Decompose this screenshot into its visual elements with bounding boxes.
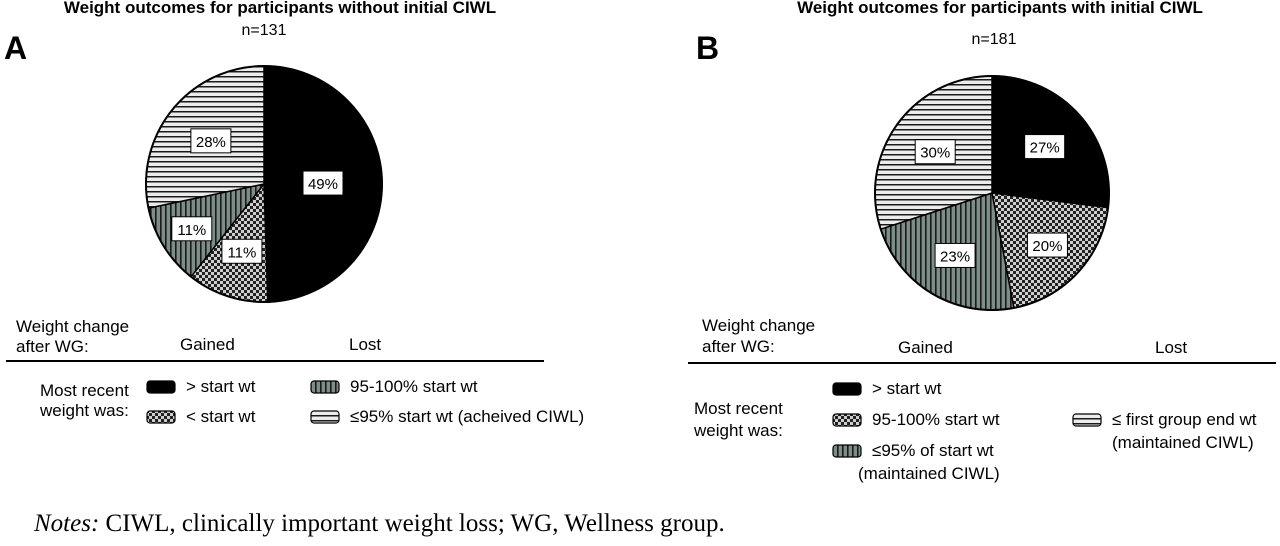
pb-data-label-text: 20% bbox=[1032, 238, 1062, 255]
pb-data-label-box bbox=[1026, 232, 1068, 258]
panel-b-title: Weight outcomes for participants with in… bbox=[797, 0, 1203, 17]
panel-a-weight-change-line2: after WG: bbox=[16, 337, 89, 356]
panel-a-legend-label-above-start: > start wt bbox=[186, 377, 256, 396]
pa-data-label: 11% bbox=[171, 216, 213, 242]
panel-b-legend-label-maintained-line2: (maintained CIWL) bbox=[858, 464, 1000, 483]
panel-b-legend-swatch-maintained bbox=[832, 444, 862, 458]
panel-b-weight-change-line1: Weight change bbox=[702, 316, 816, 335]
pa-data-label-box bbox=[302, 170, 344, 196]
pa-data-label-text: 11% bbox=[177, 222, 206, 239]
panel-a-recent-line1: Most recent bbox=[40, 381, 129, 400]
pa-data-label: 28% bbox=[190, 128, 232, 154]
notes-text: CIWL, clinically important weight loss; … bbox=[99, 510, 725, 537]
panel-b-legend-label-maintained-line1: ≤95% of start wt bbox=[872, 441, 994, 460]
legend-swatch-fill bbox=[310, 410, 340, 424]
panel-b-gained-label: Gained bbox=[898, 338, 953, 357]
pb-data-label-text: 30% bbox=[920, 145, 950, 162]
pb-data-label-text: 27% bbox=[1030, 140, 1060, 157]
pa-data-label: 11% bbox=[221, 238, 263, 264]
legend-swatch-fill bbox=[310, 380, 340, 394]
panel-a-legend-swatch-below-start bbox=[146, 410, 176, 424]
panel-a-divider bbox=[6, 360, 544, 362]
panel-b-legend-label-above-start: > start wt bbox=[872, 379, 942, 398]
panel-b-pie: 27% 20% 23% 30% bbox=[874, 75, 1110, 311]
panel-b-letter: B bbox=[696, 30, 720, 66]
pa-data-label-text: 49% bbox=[308, 176, 338, 193]
pb-data-label: 23% bbox=[934, 242, 976, 268]
panel-a-legend-swatch-ciwl bbox=[310, 410, 340, 424]
pb-data-label-text: 23% bbox=[940, 248, 970, 265]
panel-a-gained-label: Gained bbox=[180, 335, 235, 354]
panel-a-legend-swatch-95-100 bbox=[310, 380, 340, 394]
panel-a-legend-swatch-above-start bbox=[146, 380, 176, 394]
pa-data-label-text: 28% bbox=[196, 134, 226, 151]
pa-data-label-box bbox=[171, 216, 213, 242]
panel-b-recent-line2: weight was: bbox=[694, 421, 783, 440]
panel-b-legend-label-first-group-line2: (maintained CIWL) bbox=[1112, 433, 1254, 452]
notes-prefix: Notes: bbox=[34, 510, 100, 537]
panel-a-weight-change-line1: Weight change bbox=[16, 317, 130, 336]
pb-data-label-box bbox=[914, 139, 956, 165]
figure-notes: Notes: CIWL, clinically important weight… bbox=[34, 510, 725, 538]
pb-data-label: 30% bbox=[914, 139, 956, 165]
panel-b-legend-label-95-100: 95-100% start wt bbox=[872, 410, 1000, 429]
panel-b-recent-line1: Most recent bbox=[694, 399, 783, 418]
panel-a-legend-label-below-start: < start wt bbox=[186, 407, 256, 426]
panel-a-recent-line2: weight was: bbox=[40, 401, 129, 420]
legend-swatch-fill bbox=[832, 444, 862, 458]
pb-pie-outline bbox=[874, 75, 1110, 311]
panel-b-legend-swatch-above-start bbox=[832, 382, 862, 396]
pb-data-label-box bbox=[1024, 134, 1066, 160]
pb-data-label: 27% bbox=[1024, 134, 1066, 160]
panel-a-lost-label: Lost bbox=[349, 335, 382, 354]
panel-a-title: Weight outcomes for participants without… bbox=[63, 0, 497, 17]
pa-data-label-box bbox=[221, 238, 263, 264]
panel-b-legend-swatch-95-100 bbox=[832, 413, 862, 427]
panel-b-n: n=181 bbox=[971, 31, 1017, 48]
legend-swatch-fill bbox=[832, 382, 862, 396]
panel-b-legend-label-first-group-line1: ≤ first group end wt bbox=[1112, 410, 1257, 429]
panel-a-pie: 49% 11% 11% 28% bbox=[145, 65, 383, 303]
panel-a-n: n=131 bbox=[241, 22, 287, 39]
panel-b-lost-label: Lost bbox=[1155, 338, 1188, 357]
panel-b-weight-change-line2: after WG: bbox=[702, 337, 775, 356]
panel-b-divider bbox=[688, 362, 1276, 364]
pb-data-label-box bbox=[934, 242, 976, 268]
pa-pie-outline bbox=[145, 65, 383, 303]
pa-data-label-text: 11% bbox=[227, 244, 256, 261]
pa-data-label-box bbox=[190, 128, 232, 154]
legend-swatch-fill bbox=[146, 380, 176, 394]
panel-a-letter: A bbox=[4, 30, 28, 66]
pb-data-label: 20% bbox=[1026, 232, 1068, 258]
panel-a-legend-label-ciwl: ≤95% start wt (acheived CIWL) bbox=[350, 407, 585, 426]
legend-swatch-fill bbox=[146, 410, 176, 424]
panel-a-legend-label-95-100: 95-100% start wt bbox=[350, 377, 478, 396]
panel-b-legend-swatch-first-group bbox=[1072, 413, 1102, 427]
pa-data-label: 49% bbox=[302, 170, 344, 196]
legend-swatch-fill bbox=[1072, 413, 1102, 427]
legend-swatch-fill bbox=[832, 413, 862, 427]
